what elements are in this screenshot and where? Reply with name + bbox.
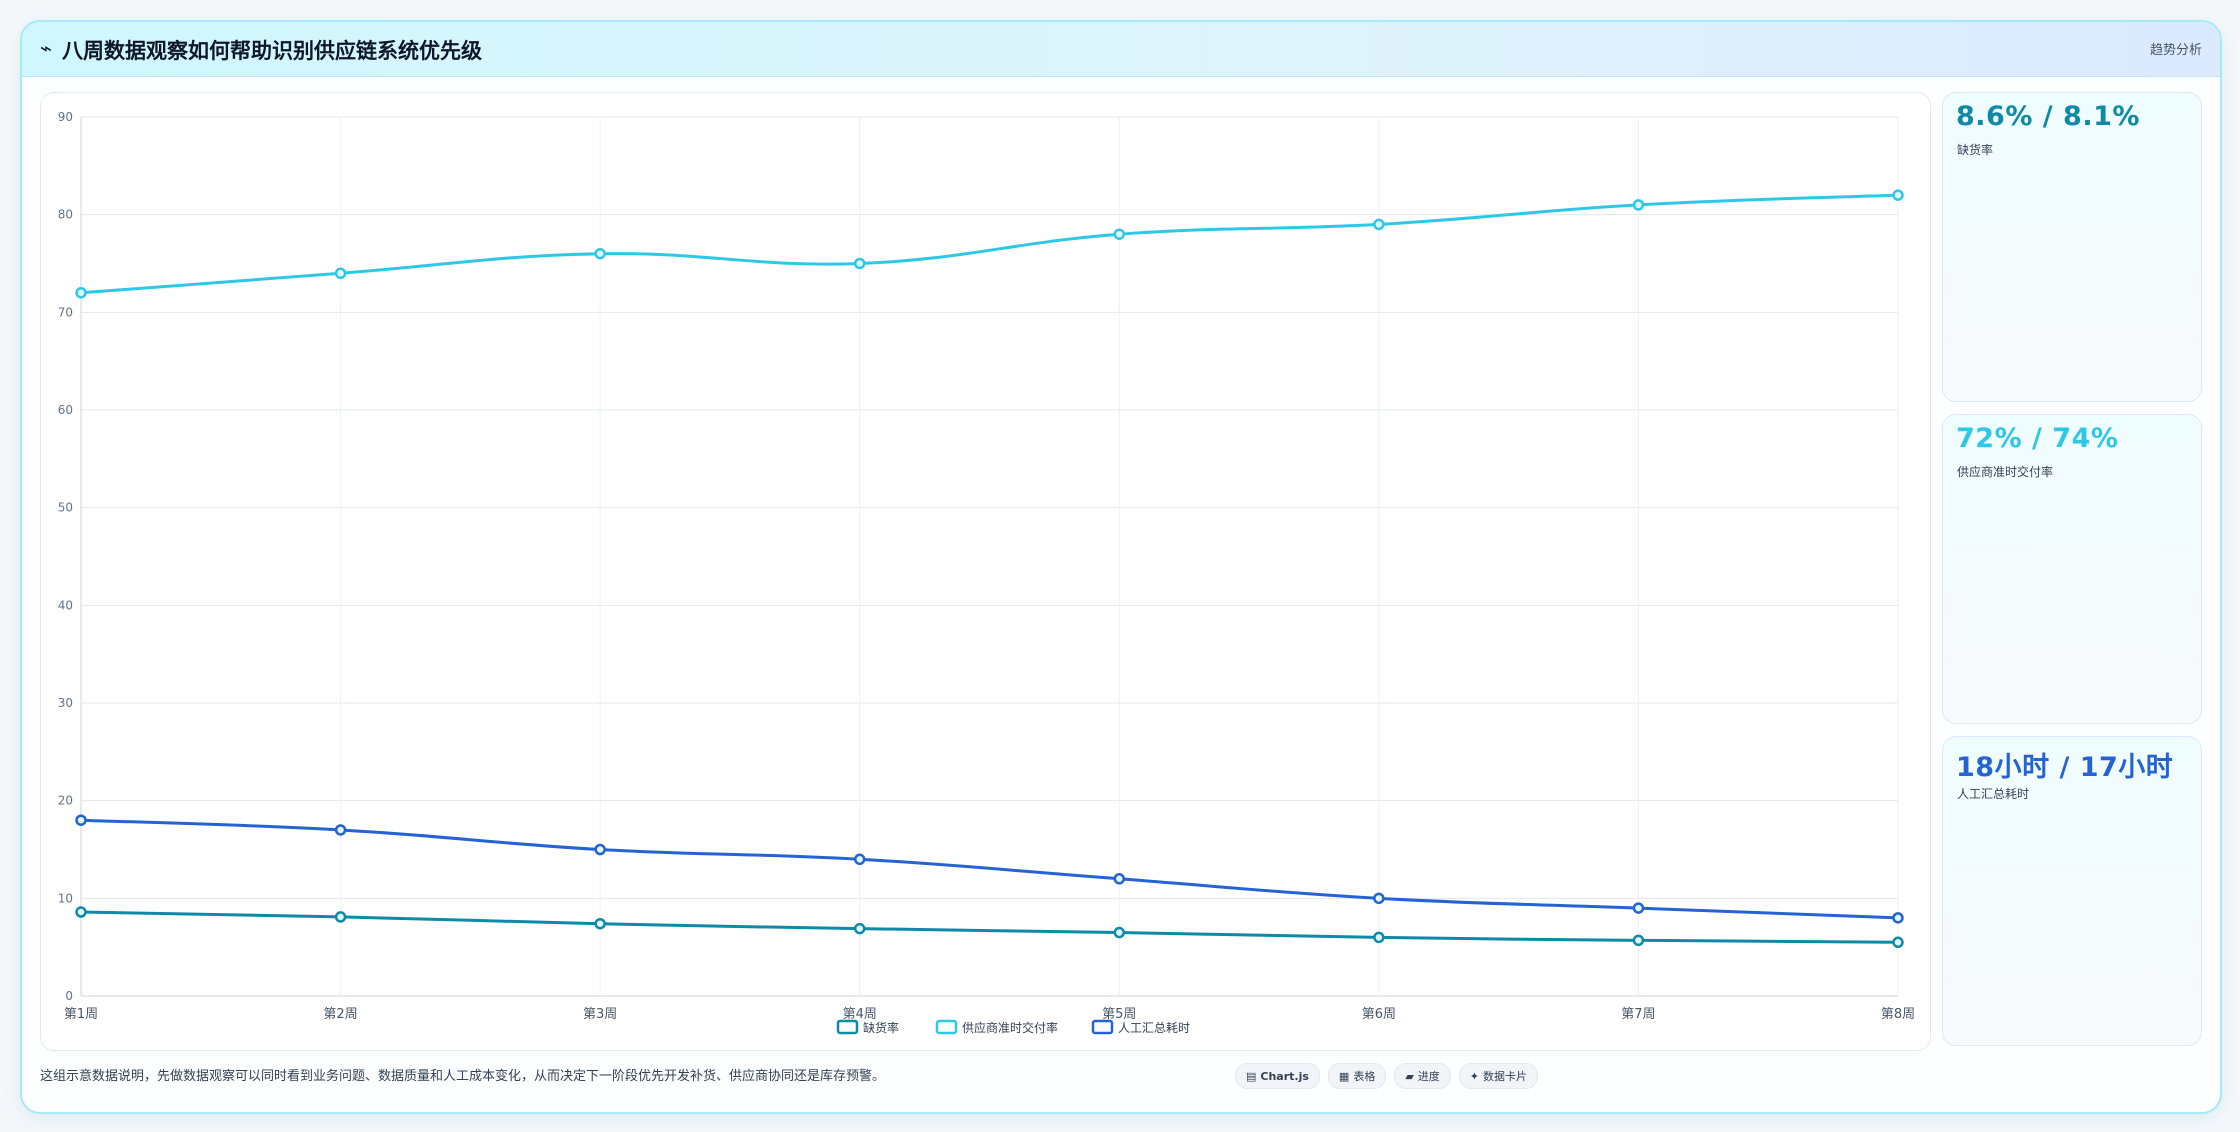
x-tick-label: 第2周 (323, 1007, 357, 1022)
data-point (594, 247, 606, 260)
footer-note: 这组示意数据说明，先做数据观察可以同时看到业务问题、数据质量和人工成本变化，从而… (40, 1069, 886, 1084)
series-line-3 (80, 818, 1899, 920)
data-point (1632, 934, 1645, 947)
data-point (1632, 199, 1645, 211)
chip-chartjs[interactable]: ▤ Chart.js (1235, 1063, 1320, 1089)
data-point (1113, 926, 1126, 939)
data-point (1113, 873, 1126, 885)
data-point (853, 922, 866, 935)
legend-swatch (836, 1019, 859, 1035)
metric-value: 18小时 / 17小时 (1956, 752, 2174, 783)
legend-label: 缺货率 (863, 1020, 899, 1035)
y-tick-label: 10 (58, 891, 73, 905)
metric-label: 供应商准时交付率 (1957, 465, 2054, 479)
chip-progress[interactable]: ▰ 进度 (1394, 1063, 1451, 1089)
x-tick-label: 第1周 (64, 1007, 98, 1022)
y-tick-label: 20 (58, 794, 73, 808)
series-line-1 (80, 910, 1899, 944)
tech-chips: ▤ Chart.js ▦ 表格 ▰ 进度 ✦ 数据卡片 (1235, 1063, 1539, 1089)
analysis-tag[interactable]: 趋势分析 (2149, 43, 2202, 58)
data-point (75, 287, 87, 299)
y-tick-label: 60 (58, 403, 73, 417)
x-tick-label: 第6周 (1362, 1007, 1396, 1022)
y-tick-label: 50 (58, 501, 73, 515)
data-point (594, 917, 606, 930)
trend-line-icon: ⌁ (40, 36, 53, 60)
data-point (1373, 931, 1385, 944)
data-point (853, 257, 866, 270)
header-bar: ⌁ 八周数据观察如何帮助识别供应链系统优先级 趋势分析 (22, 22, 2220, 77)
y-tick-label: 40 (58, 598, 73, 612)
data-point (1892, 912, 1904, 924)
data-point (334, 267, 347, 280)
folder-icon: ▰ (1405, 1069, 1414, 1083)
chip-label: 数据卡片 (1483, 1070, 1528, 1083)
legend-swatch (1091, 1019, 1114, 1035)
metric-label: 人工汇总耗时 (1957, 787, 2030, 801)
table-icon: ▦ (1338, 1069, 1350, 1083)
metric-card-stockout: 8.6% / 8.1% 缺货率 (1942, 92, 2202, 402)
x-tick-label: 第3周 (583, 1007, 617, 1022)
data-point (1373, 892, 1385, 905)
series-line-2 (80, 193, 1899, 295)
y-tick-label: 30 (58, 696, 73, 710)
sparkle-icon: ✦ (1469, 1069, 1480, 1083)
data-point (594, 843, 606, 856)
y-tick-label: 70 (58, 305, 73, 319)
chip-label: Chart.js (1260, 1069, 1309, 1083)
chart-icon: ▤ (1246, 1069, 1257, 1083)
page-title: 八周数据观察如何帮助识别供应链系统优先级 (62, 39, 482, 63)
chip-label: 表格 (1353, 1070, 1376, 1083)
data-point (334, 911, 347, 923)
metric-value: 8.6% / 8.1% (1956, 101, 2140, 132)
line-chart: 0 10 20 30 40 50 60 70 80 90 第1周 第2周 第3周 第4周 第5周 第6周 第7周… (58, 110, 1915, 1035)
y-tick-label: 0 (65, 989, 73, 1003)
x-tick-label: 第8周 (1881, 1007, 1915, 1022)
y-tick-label: 80 (58, 208, 73, 222)
data-point (1373, 218, 1385, 231)
chip-table[interactable]: ▦ 表格 (1327, 1063, 1387, 1089)
data-point (75, 906, 87, 918)
data-point (334, 824, 347, 836)
metric-card-ontime: 72% / 74% 供应商准时交付率 (1942, 414, 2202, 724)
metric-label: 缺货率 (1957, 143, 1994, 157)
data-point (853, 853, 866, 866)
metric-card-manual-hours: 18小时 / 17小时 人工汇总耗时 (1942, 736, 2202, 1046)
legend-swatch (935, 1019, 958, 1035)
legend-label: 人工汇总耗时 (1118, 1021, 1190, 1035)
chip-data-card[interactable]: ✦ 数据卡片 (1458, 1063, 1539, 1089)
x-tick-label: 第7周 (1621, 1007, 1655, 1022)
x-tick-label: 第4周 (843, 1007, 877, 1022)
dashboard-frame: ⌁ 八周数据观察如何帮助识别供应链系统优先级 趋势分析 0 10 20 30 40 50 6… (20, 20, 2222, 1114)
legend-label: 供应商准时交付率 (962, 1020, 1058, 1035)
data-point (1632, 902, 1645, 914)
x-tick-label: 第5周 (1102, 1007, 1136, 1022)
metric-value: 72% / 74% (1956, 423, 2119, 454)
data-point (75, 814, 87, 826)
data-point (1113, 228, 1126, 240)
y-tick-label: 90 (58, 110, 73, 124)
data-point (1892, 189, 1904, 201)
chart-panel: 0 10 20 30 40 50 60 70 80 90 第1周 第2周 第3周 第4周 第5周 第6周 第7周… (40, 92, 1931, 1051)
data-point (1892, 936, 1904, 949)
chip-label: 进度 (1417, 1070, 1440, 1083)
